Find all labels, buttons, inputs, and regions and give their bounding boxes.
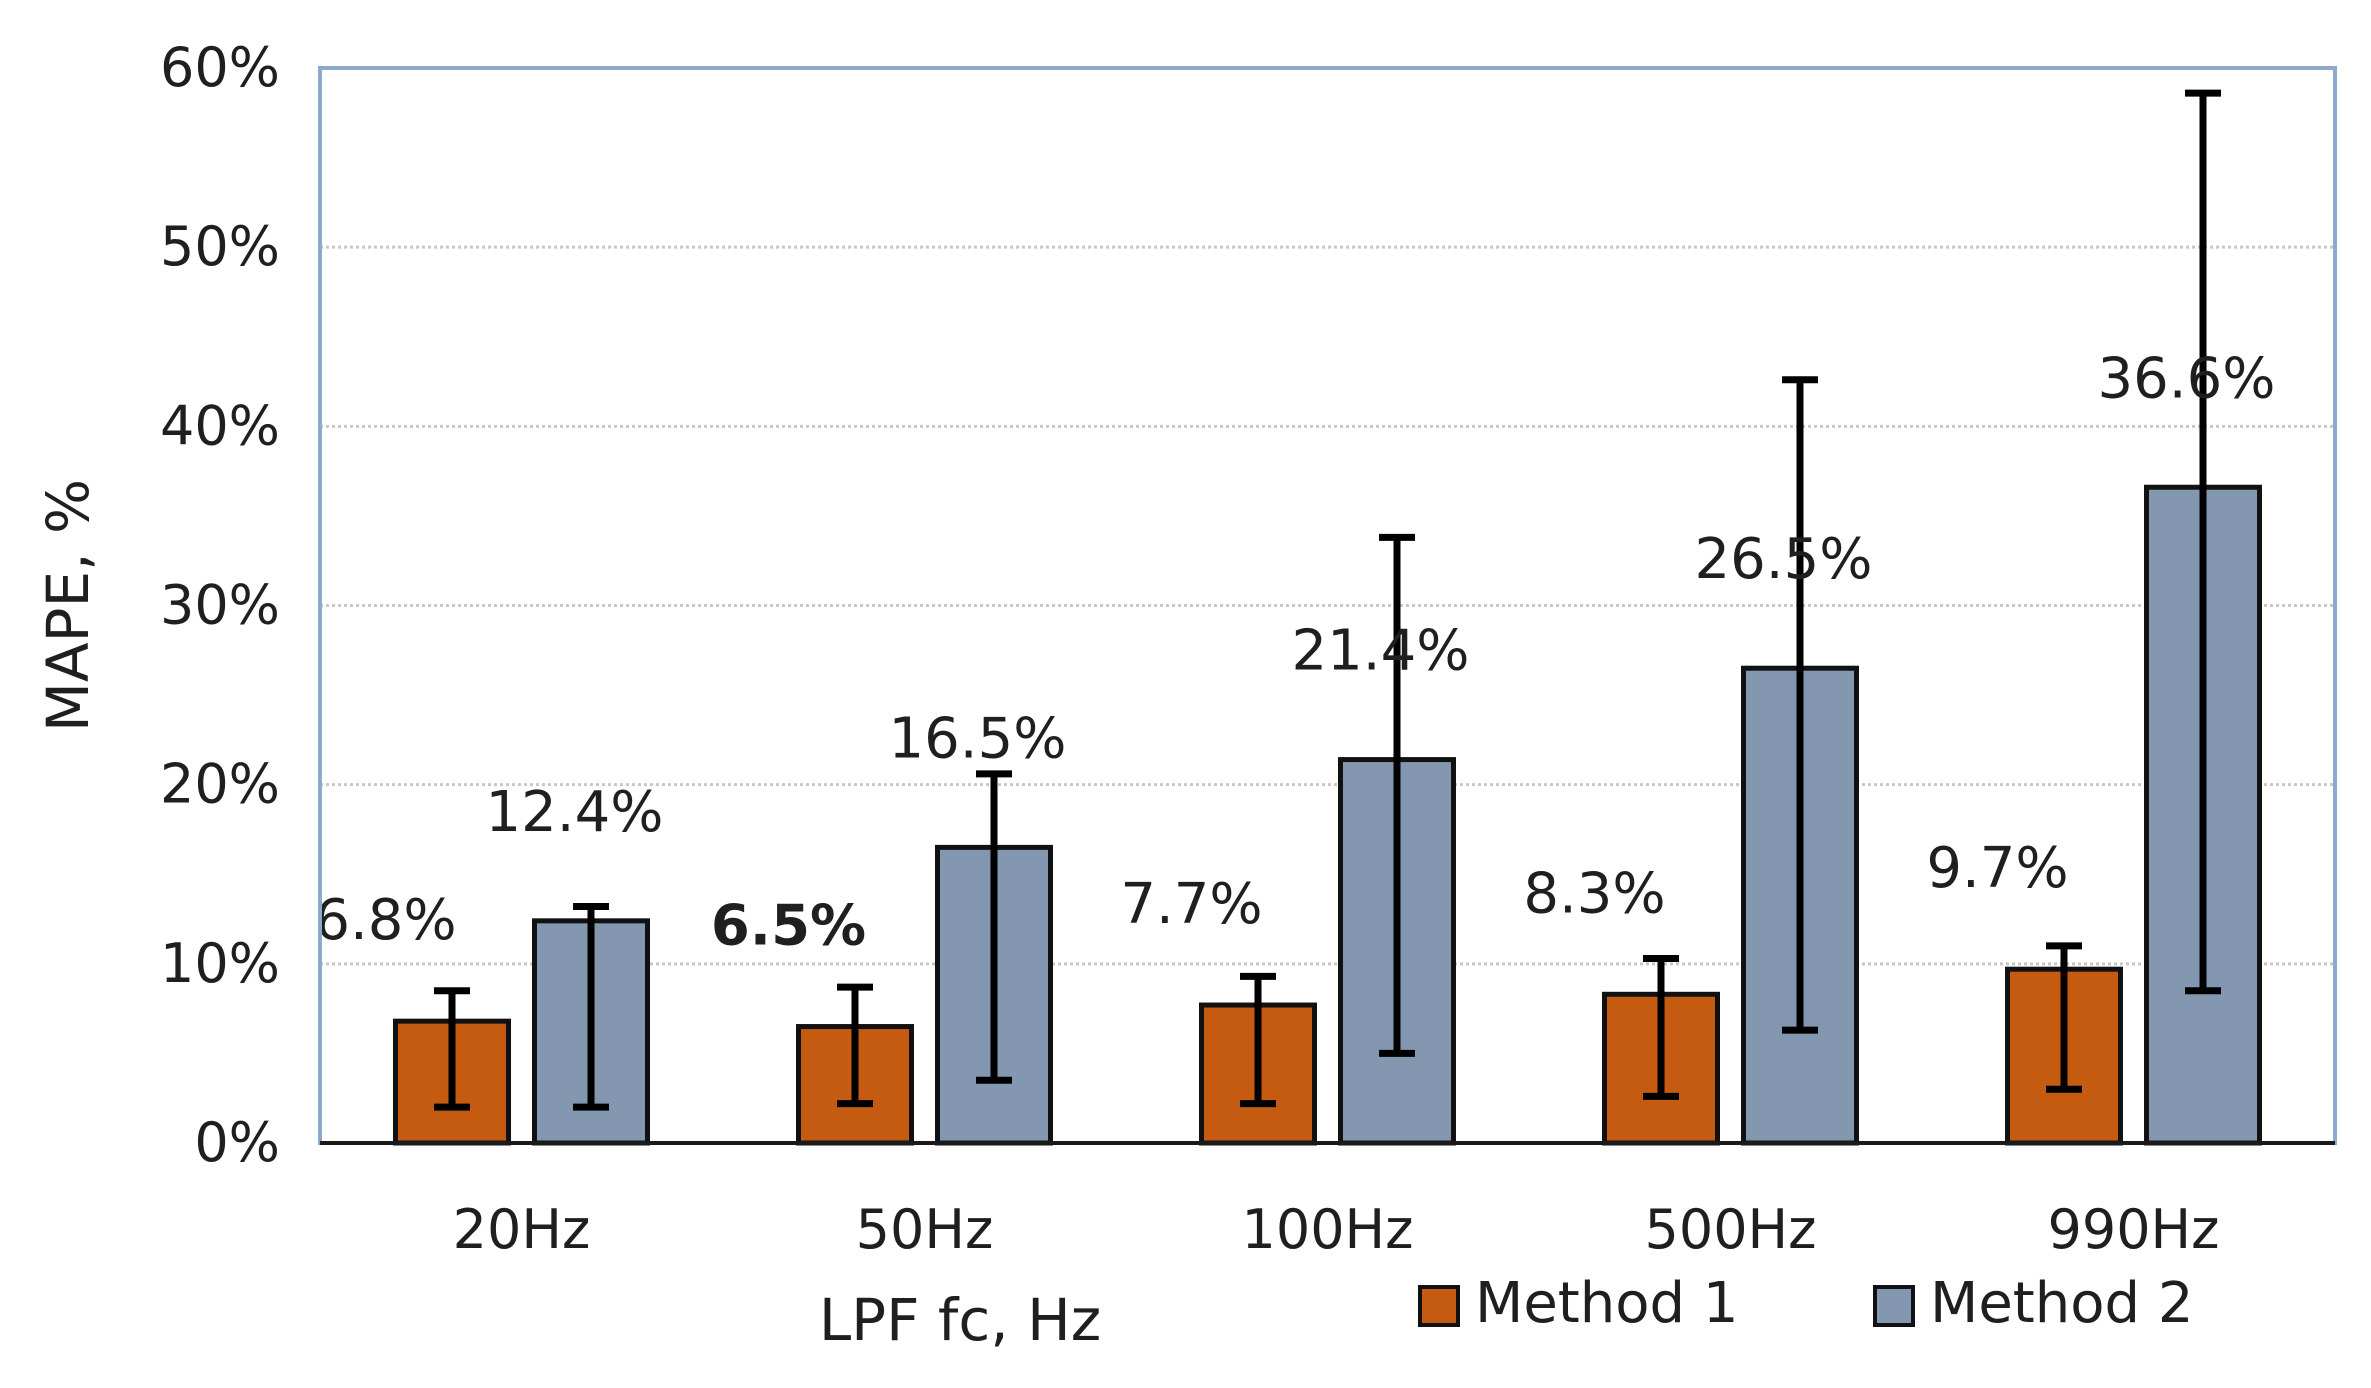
data-label: 8.3% [1523,861,1665,926]
data-label: 12.4% [486,780,664,845]
data-label: 36.6% [2098,346,2276,411]
legend-swatch-1 [1418,1285,1460,1327]
x-tick-label: 50Hz [856,1198,994,1261]
axes: 0% 10% 20% 30% 40% 50% 60% 20Hz 50Hz 100Hz 500Hz 99… [34,36,2337,1354]
legend-swatch-2 [1873,1285,1915,1327]
data-label: 26.5% [1695,527,1873,592]
x-tick-label: 990Hz [2047,1198,2219,1261]
y-axis-title: MAPE, % [34,479,102,732]
legend-label-1: Method 1 [1475,1271,1738,1336]
y-tick-label: 40% [160,394,280,457]
y-tick-label: 0% [194,1111,280,1174]
legend-label-2: Method 2 [1930,1271,2193,1336]
x-tick-label: 500Hz [1644,1198,1816,1261]
x-tick-label: 100Hz [1241,1198,1413,1261]
y-tick-label: 50% [160,215,280,278]
error-bars [434,89,2221,1111]
data-label: 21.4% [1292,619,1470,684]
legend: Method 1 Method 2 [1418,1271,2193,1336]
x-axis-title: LPF fc, Hz [819,1286,1101,1354]
y-tick-label: 60% [160,36,280,99]
data-label: 6.5% [711,894,866,959]
y-tick-label: 30% [160,574,280,637]
bars [393,484,2262,1146]
data-labels: 6.8% 12.4% 6.5% 16.5% 7.7% 21.4% 8.3% 26.5% 9.7%… [314,346,2275,958]
data-label: 7.7% [1120,872,1262,937]
y-tick-label: 10% [160,932,280,995]
data-label: 6.8% [314,888,456,953]
data-label: 9.7% [1926,836,2068,901]
data-label: 16.5% [889,706,1067,771]
x-tick-label: 20Hz [453,1198,591,1261]
y-tick-label: 20% [160,753,280,816]
